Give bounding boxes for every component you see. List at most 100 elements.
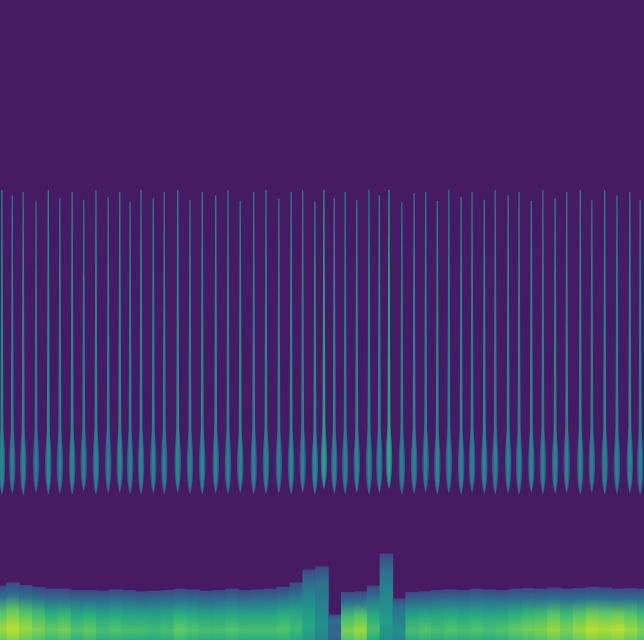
pulse-core (460, 441, 463, 483)
pulse-needle (541, 190, 544, 495)
pulse-needle (239, 201, 242, 493)
pulse-core (152, 440, 155, 481)
pulse-core (252, 440, 255, 482)
pulses (0, 190, 643, 495)
pulse-needle (387, 190, 390, 489)
pulse-needle (355, 200, 358, 493)
pulse-core (344, 440, 347, 482)
pulse-core (11, 440, 14, 482)
pulse-core (367, 440, 370, 483)
pulse-core (507, 440, 510, 482)
band-column (418, 591, 431, 640)
pulse-needle (0, 190, 3, 495)
pulse-core (436, 442, 439, 483)
pulse-needle (107, 197, 110, 493)
pulse-core (301, 438, 304, 480)
band-column (560, 589, 573, 640)
band-column (328, 614, 341, 640)
pulse-needle (163, 192, 166, 495)
band-column (212, 590, 225, 640)
pulse-core (201, 440, 204, 482)
pulse-core (400, 442, 403, 483)
band-column (380, 554, 393, 640)
band-column (238, 590, 251, 640)
pulse-needle (71, 192, 74, 495)
pulse-core (313, 442, 316, 483)
pulse-needle (226, 190, 229, 495)
pulse-core (628, 439, 631, 481)
pulse-needle (378, 195, 381, 493)
pulse-needle (252, 192, 255, 495)
band-column (96, 591, 109, 640)
pulse-needle (400, 202, 403, 494)
band-column (431, 590, 444, 640)
pulse-needle (289, 192, 292, 495)
band-column (302, 570, 315, 640)
pulse-core (565, 439, 568, 481)
band-column (612, 589, 625, 640)
band-column (470, 589, 483, 640)
band-column (122, 590, 135, 640)
pulse-core (94, 440, 97, 483)
pulse-core (554, 441, 557, 482)
band-column (624, 588, 637, 640)
pulse-needle (579, 190, 582, 495)
pulse-needle (554, 198, 557, 494)
pulse-core (590, 440, 593, 481)
pulse-needle (34, 202, 37, 493)
pulse-core (483, 441, 486, 482)
pulse-needle (494, 190, 497, 495)
pulse-core (22, 441, 25, 483)
pulse-needle (628, 192, 631, 493)
band-column (186, 589, 199, 640)
band-column (521, 588, 534, 640)
pulse-core (322, 436, 325, 478)
pulse-needle (188, 200, 191, 494)
pulse-needle (201, 192, 204, 495)
band-column (573, 588, 586, 640)
plot-area (0, 190, 644, 640)
pulse-core (264, 439, 267, 482)
band-column (599, 588, 612, 640)
pulse-needle (344, 192, 347, 495)
pulse-needle (333, 198, 336, 494)
pulse-core (447, 439, 450, 481)
pulse-core (470, 439, 473, 481)
band-column (290, 582, 303, 640)
pulse-needle (313, 202, 316, 495)
band-column (83, 590, 96, 640)
band-column (135, 591, 148, 640)
band-column (109, 589, 122, 640)
pulse-needle (565, 192, 568, 493)
pulse-needle (58, 198, 61, 494)
band-column (225, 589, 238, 640)
pulse-core (494, 440, 497, 483)
pulse-needle (530, 201, 533, 493)
pulse-core (71, 440, 74, 482)
pulse-core (277, 440, 280, 481)
band-column (586, 587, 599, 640)
pulse-needle (152, 198, 155, 493)
pulse-core (239, 440, 242, 481)
pulse-needle (264, 190, 267, 494)
pulse-needle (128, 202, 131, 494)
pulse-needle (176, 190, 179, 493)
pulse-core (412, 440, 415, 482)
pulse-needle (615, 195, 618, 494)
pulse-core (188, 441, 191, 482)
band-column (315, 566, 328, 640)
pulse-core (424, 439, 427, 481)
pulse-needle (301, 190, 304, 493)
band-column (547, 588, 560, 640)
pulse-needle (322, 190, 325, 490)
pulse-needle (590, 200, 593, 493)
pulse-core (118, 439, 121, 481)
pulse-needle (436, 201, 439, 495)
band-column (174, 589, 187, 640)
low-band (0, 554, 644, 640)
band-column (251, 589, 264, 640)
band-column (534, 589, 547, 640)
pulse-needle (639, 200, 642, 495)
pulse-needle (94, 190, 97, 495)
pulse-core (355, 440, 358, 481)
